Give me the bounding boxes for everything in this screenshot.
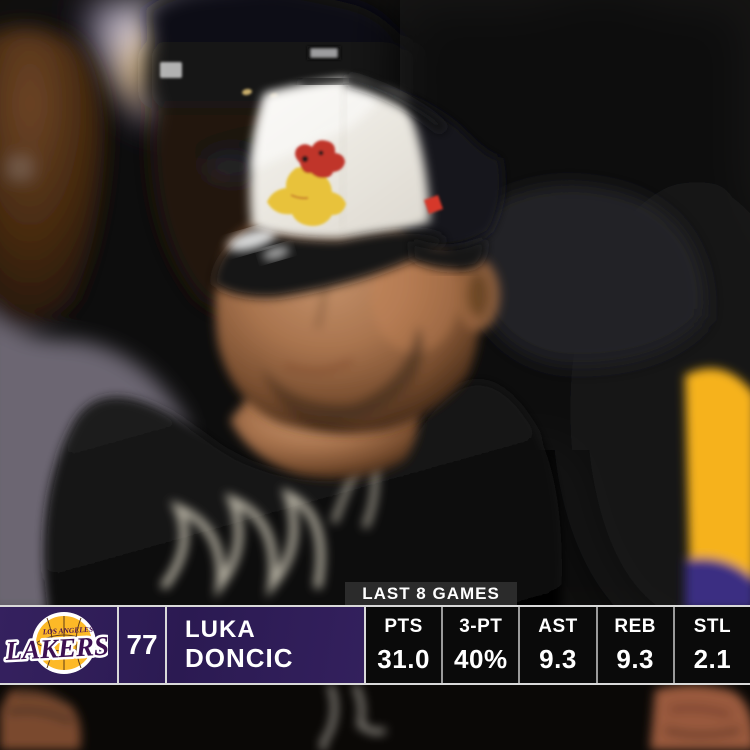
svg-text:LAKERS: LAKERS xyxy=(4,631,108,666)
